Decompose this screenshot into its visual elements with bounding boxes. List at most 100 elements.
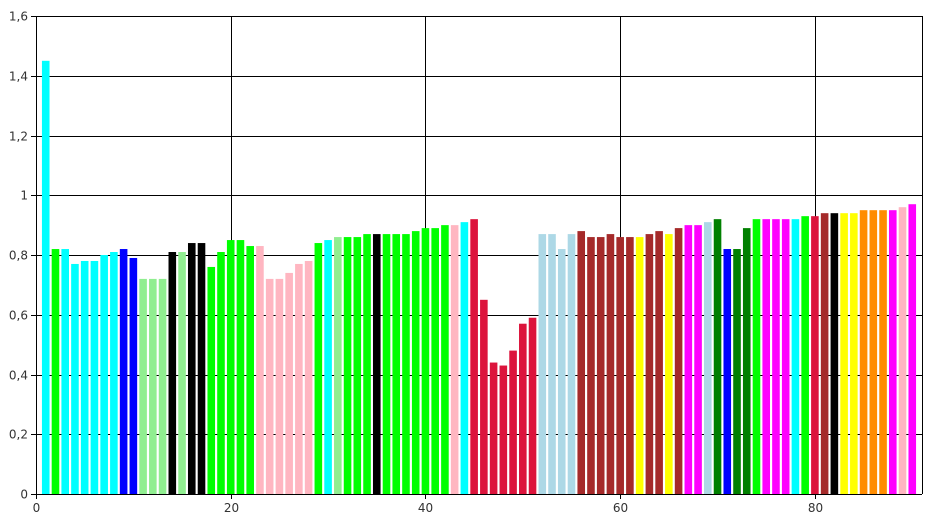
bar-67 xyxy=(684,225,693,495)
bar-87 xyxy=(879,210,887,494)
bar-81 xyxy=(820,213,829,494)
bar-45 xyxy=(470,219,478,494)
tick-labels: 0 0,2 0,4 0,6 0,8 1 1,2 1,4 1,6 0 20 40 60 80 xyxy=(9,10,823,515)
bar-35 xyxy=(372,234,381,494)
bar-38 xyxy=(402,234,410,494)
bar-6 xyxy=(90,260,99,494)
bar-31 xyxy=(334,237,342,494)
bar-64 xyxy=(655,231,663,494)
bar-90 xyxy=(908,204,917,494)
bar-12 xyxy=(149,278,157,494)
bar-88 xyxy=(888,210,897,494)
bar-66 xyxy=(674,228,683,495)
bar-79 xyxy=(801,216,809,494)
bar-2 xyxy=(51,249,60,494)
bar-40 xyxy=(421,228,430,495)
bar-10 xyxy=(129,257,138,494)
y-tick-label: 0,6 xyxy=(9,309,28,323)
bar-18 xyxy=(207,266,216,494)
bar-57 xyxy=(587,237,595,494)
x-tick-label: 20 xyxy=(224,501,239,515)
bar-49 xyxy=(509,350,517,494)
bar-37 xyxy=(392,234,401,494)
axes xyxy=(31,16,922,499)
bar-47 xyxy=(489,362,498,494)
y-tick-label: 1,2 xyxy=(9,130,28,144)
bar-1 xyxy=(41,60,50,495)
bar-19 xyxy=(217,252,225,494)
bar-13 xyxy=(158,278,167,494)
bar-44 xyxy=(460,222,469,494)
bar-22 xyxy=(246,246,254,494)
bar-28 xyxy=(304,260,313,494)
bar-72 xyxy=(733,249,741,494)
y-tick-label: 0,2 xyxy=(9,428,28,442)
bar-63 xyxy=(645,234,654,494)
y-tick-label: 0,4 xyxy=(9,369,28,383)
y-tick-label: 1,6 xyxy=(9,10,28,24)
bar-26 xyxy=(285,272,293,494)
x-tick-label: 80 xyxy=(808,501,823,515)
bars xyxy=(41,60,917,495)
bar-74 xyxy=(752,219,761,494)
bar-16 xyxy=(187,243,196,494)
bar-46 xyxy=(480,299,488,494)
bar-61 xyxy=(626,237,634,494)
bar-73 xyxy=(742,228,751,495)
bar-39 xyxy=(411,231,420,494)
bar-86 xyxy=(869,210,878,494)
bar-52 xyxy=(538,234,547,494)
x-tick-label: 0 xyxy=(33,501,41,515)
bar-75 xyxy=(762,219,771,494)
bar-78 xyxy=(791,219,800,494)
bar-56 xyxy=(577,231,586,494)
bar-24 xyxy=(265,278,274,494)
bar-84 xyxy=(850,213,858,494)
bar-33 xyxy=(353,237,362,494)
bar-77 xyxy=(781,219,790,494)
bar-15 xyxy=(178,252,186,494)
y-tick-label: 1,4 xyxy=(9,70,28,84)
bar-25 xyxy=(275,278,284,494)
x-tick-label: 60 xyxy=(613,501,628,515)
bar-5 xyxy=(80,260,89,494)
bar-53 xyxy=(548,234,556,494)
bar-41 xyxy=(431,228,439,495)
bar-20 xyxy=(226,240,235,494)
bar-29 xyxy=(314,243,323,494)
bar-55 xyxy=(567,234,576,494)
bar-21 xyxy=(236,240,245,494)
bar-85 xyxy=(859,210,868,494)
bar-23 xyxy=(256,246,264,494)
bar-11 xyxy=(139,278,147,494)
bar-7 xyxy=(100,255,108,494)
bar-3 xyxy=(61,249,69,494)
bar-43 xyxy=(450,225,459,495)
y-tick-label: 0,8 xyxy=(9,249,28,263)
bar-32 xyxy=(343,237,352,494)
bar-30 xyxy=(324,240,332,494)
bar-17 xyxy=(197,243,206,494)
bar-83 xyxy=(840,213,848,494)
bar-8 xyxy=(110,252,118,494)
bar-65 xyxy=(665,234,673,494)
bar-69 xyxy=(704,222,712,494)
bar-89 xyxy=(898,207,907,494)
bar-59 xyxy=(606,234,615,494)
bar-50 xyxy=(519,323,527,494)
bar-36 xyxy=(382,234,391,494)
bar-58 xyxy=(596,237,605,494)
bar-42 xyxy=(441,225,449,495)
bar-70 xyxy=(713,219,722,494)
bar-62 xyxy=(635,237,644,494)
bar-51 xyxy=(528,317,537,494)
bar-82 xyxy=(830,213,839,494)
bar-34 xyxy=(363,234,371,494)
y-tick-label: 0 xyxy=(20,488,28,502)
bar-68 xyxy=(694,225,702,495)
bar-71 xyxy=(723,249,732,494)
bar-9 xyxy=(119,249,128,494)
bar-14 xyxy=(168,252,177,494)
y-tick-label: 1 xyxy=(20,189,28,203)
